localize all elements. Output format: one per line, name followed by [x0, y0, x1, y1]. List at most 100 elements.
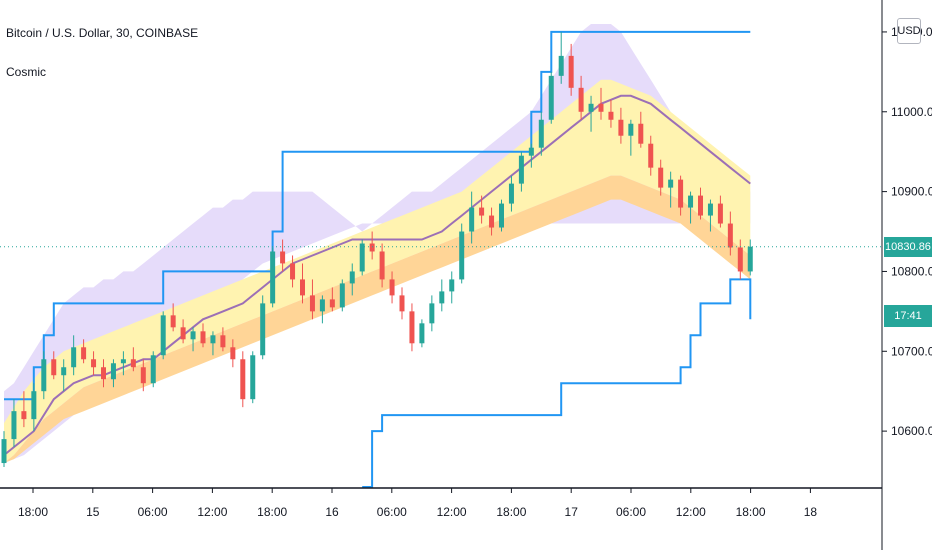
candle-body: [51, 359, 57, 376]
candle-body: [110, 363, 116, 380]
last-price-label: 10830.86: [884, 236, 932, 257]
x-tick-label: 18:00: [18, 505, 48, 519]
candle-body: [518, 155, 524, 184]
candle-body: [489, 215, 495, 228]
candle-body: [200, 331, 206, 344]
candle-body: [469, 207, 475, 232]
candle-body: [150, 355, 156, 384]
indicator-lines: [3, 30, 752, 488]
y-tick-label: 10600.00: [891, 424, 932, 438]
candle-body: [678, 179, 684, 208]
candle-body: [658, 167, 664, 188]
candle-body: [91, 359, 97, 368]
candle-body: [319, 299, 325, 312]
candle-body: [130, 359, 136, 368]
symbol-title: Bitcoin / U.S. Dollar, 30, COINBASE: [6, 26, 199, 40]
candle-body: [270, 251, 276, 304]
candle-body: [41, 359, 47, 392]
candle-body: [548, 75, 554, 120]
candles: [1, 31, 753, 468]
candle-body: [618, 119, 624, 136]
candle-body: [140, 367, 146, 384]
candle-body: [180, 327, 186, 340]
candle-body: [538, 119, 544, 148]
indicator-fills: [4, 24, 751, 464]
candle-body: [101, 367, 106, 380]
candle-body: [528, 147, 534, 156]
candle-body: [628, 123, 634, 136]
candle-body: [190, 331, 196, 340]
candle-body: [499, 203, 504, 228]
candle-body: [309, 295, 315, 312]
candle-body: [31, 391, 37, 420]
candle-body: [379, 251, 385, 280]
candle-body: [568, 55, 574, 88]
currency-button[interactable]: USD: [897, 18, 921, 44]
orange-band: [4, 175, 751, 463]
candle-body: [688, 195, 694, 208]
candle-body: [419, 323, 425, 344]
x-tick-label: 18: [804, 505, 818, 519]
candle-body: [558, 55, 564, 76]
candle-body: [747, 246, 753, 272]
candle-body: [260, 303, 266, 356]
x-tick-label: 12:00: [197, 505, 227, 519]
candle-body: [339, 283, 345, 308]
candle-body: [648, 143, 654, 168]
x-tick-label: 18:00: [736, 505, 766, 519]
candle-body: [737, 247, 743, 272]
channel-upper-line: [4, 30, 751, 401]
candle-body: [588, 103, 594, 112]
candle-body: [349, 271, 355, 284]
candle-body: [598, 103, 604, 112]
candle-body: [608, 111, 614, 120]
candle-body: [638, 123, 644, 144]
channel-lower-line: [362, 278, 752, 488]
candle-body: [717, 203, 723, 224]
y-tick-label: 10800.00: [891, 264, 932, 278]
y-tick-label: 10700.00: [891, 344, 932, 358]
indicator-name[interactable]: Cosmic: [6, 65, 47, 79]
candle-body: [120, 359, 126, 364]
yellow-band: [4, 79, 751, 464]
x-tick-label: 12:00: [676, 505, 706, 519]
candle-body: [329, 299, 335, 308]
candle-body: [698, 195, 703, 216]
candle-body: [170, 315, 176, 328]
candle-body: [210, 335, 216, 344]
x-tick-label: 16: [325, 505, 339, 519]
candle-body: [230, 347, 236, 360]
x-tick-label: 06:00: [616, 505, 646, 519]
x-tick-label: 12:00: [437, 505, 467, 519]
candle-body: [160, 315, 166, 356]
candle-body: [250, 355, 256, 400]
x-tick-label: 17: [565, 505, 579, 519]
candle-body: [61, 367, 67, 376]
candle-body: [479, 207, 485, 216]
countdown-label: 17:41: [884, 305, 932, 327]
candle-body: [459, 231, 465, 280]
candle-body: [409, 311, 415, 344]
candle-body: [220, 335, 226, 348]
mid-line: [3, 94, 751, 456]
candle-body: [668, 179, 674, 188]
candle-body: [429, 303, 435, 324]
y-tick-label: 11000.00: [891, 105, 932, 119]
y-tick-label: 10900.00: [891, 185, 932, 199]
candle-body: [11, 411, 17, 440]
candle-body: [707, 203, 713, 216]
x-tick-label: 06:00: [138, 505, 168, 519]
candle-body: [508, 183, 514, 204]
candle-body: [1, 439, 7, 464]
candle-body: [300, 279, 305, 296]
candle-body: [727, 223, 733, 248]
x-tick-label: 06:00: [377, 505, 407, 519]
candle-body: [290, 263, 296, 280]
candle-body: [240, 359, 246, 400]
candle-body: [449, 279, 455, 292]
candle-body: [359, 243, 365, 272]
candle-body: [81, 347, 87, 360]
